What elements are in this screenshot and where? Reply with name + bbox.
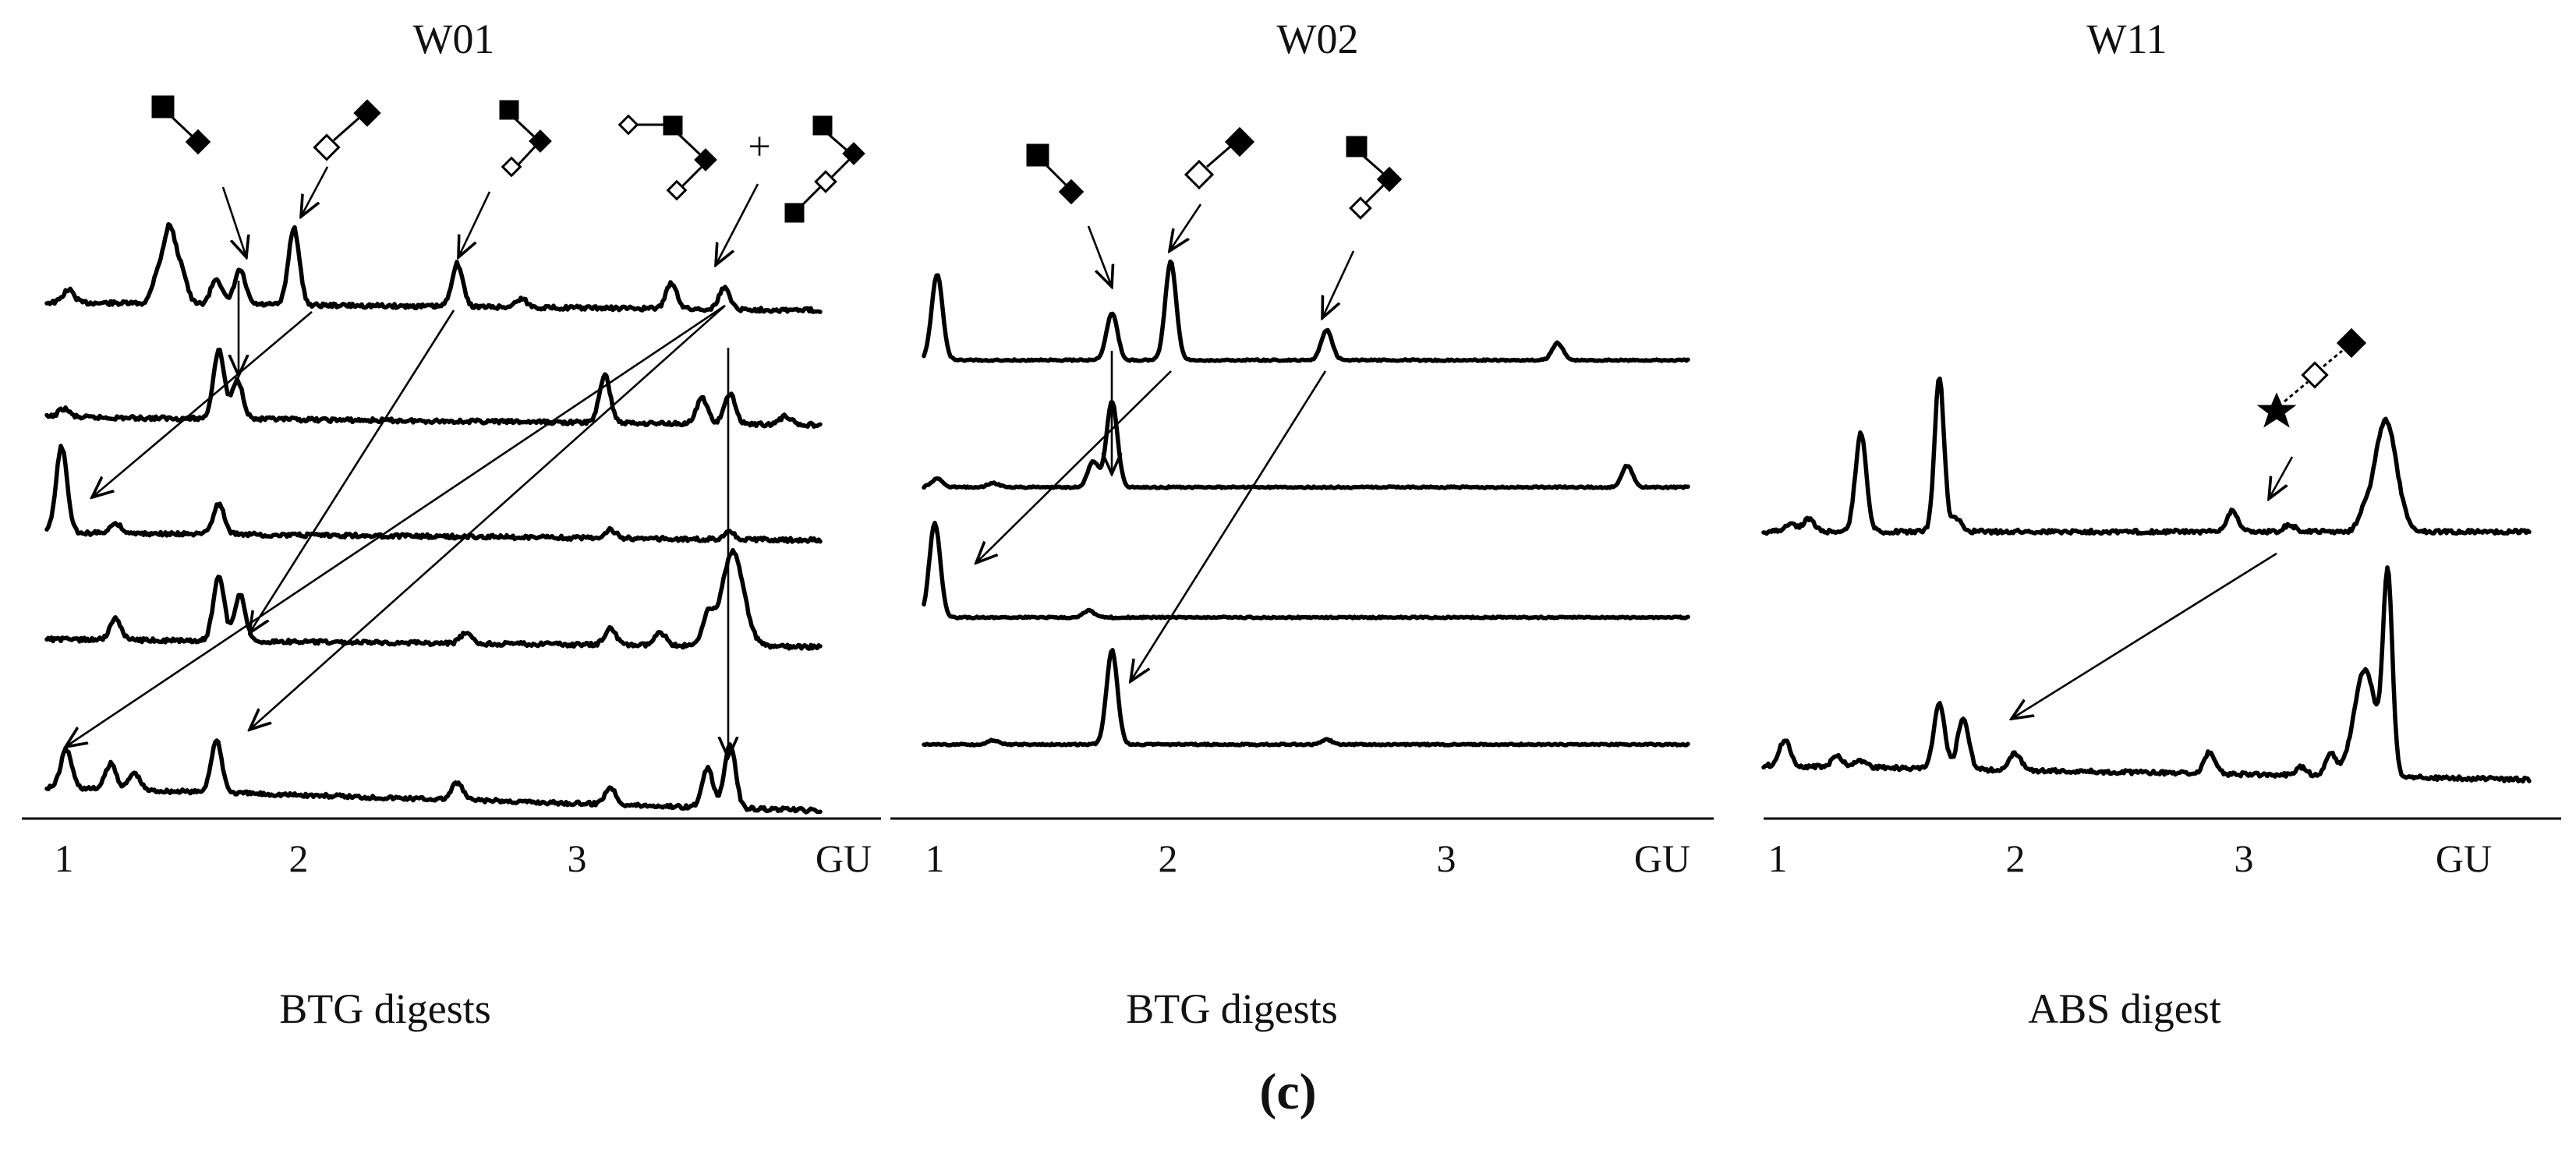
arrow-w02-2 bbox=[1169, 203, 1202, 251]
glycan-icon-w11-star-hex-hex bbox=[2256, 327, 2367, 428]
caption-w01: BTG digests bbox=[279, 985, 491, 1032]
trace-w02-1 bbox=[922, 259, 1690, 363]
unit-label-w11: GU bbox=[2436, 836, 2492, 880]
tick-label-w01-3: 3 bbox=[568, 836, 587, 880]
glycan-icon-hexnac-hex-hex bbox=[499, 100, 552, 178]
caption-w02: BTG digests bbox=[1126, 985, 1338, 1032]
unit-label-w02: GU bbox=[1634, 836, 1690, 880]
arrow-w01-4 bbox=[716, 183, 759, 265]
trace-w11-2 bbox=[1761, 565, 2532, 784]
trace-w01-2 bbox=[44, 347, 823, 430]
arrow-w02-6 bbox=[1131, 370, 1327, 681]
arrow-w01-6 bbox=[92, 311, 313, 497]
glycan-icon-w02-hexnac-hex-hex bbox=[1346, 136, 1403, 220]
panel-letter: (c) bbox=[1259, 1063, 1316, 1120]
plus-sign: + bbox=[748, 125, 770, 169]
arrow-w02-1 bbox=[1087, 225, 1112, 287]
tick-label-w01-2: 2 bbox=[289, 836, 309, 880]
traces-group bbox=[44, 221, 2532, 815]
panel-title-w01: W01 bbox=[413, 16, 495, 62]
arrow-w01-1 bbox=[221, 186, 246, 257]
glycan-icon-branched-b bbox=[784, 115, 865, 223]
arrow-w01-2 bbox=[301, 166, 329, 217]
trace-w11-1 bbox=[1761, 376, 2532, 536]
glycan-icon-w02-hexnac-hex bbox=[1026, 143, 1085, 205]
tick-label-w01-1: 1 bbox=[55, 836, 74, 880]
arrow-w11-2 bbox=[2012, 552, 2277, 719]
tick-label-w02-1: 1 bbox=[925, 836, 945, 880]
glycan-icons: + bbox=[151, 95, 2367, 428]
unit-label-w01: GU bbox=[816, 836, 872, 880]
arrow-w01-7 bbox=[249, 309, 455, 633]
arrow-w01-8 bbox=[65, 304, 726, 747]
glycan-icon-hexnac-hex bbox=[151, 95, 211, 155]
tick-label-w11-3: 3 bbox=[2235, 836, 2254, 880]
panel-title-w02: W02 bbox=[1277, 16, 1359, 62]
panel-title-w11: W11 bbox=[2087, 16, 2167, 62]
annotation-arrows bbox=[65, 166, 2294, 758]
glycan-icon-branched-a bbox=[617, 114, 717, 201]
trace-w01-5 bbox=[44, 738, 823, 815]
arrow-w01-3 bbox=[458, 191, 491, 257]
tick-label-w02-3: 3 bbox=[1437, 836, 1456, 880]
tick-label-w11-2: 2 bbox=[2006, 836, 2026, 880]
trace-w01-1 bbox=[44, 221, 823, 314]
trace-w02-2 bbox=[922, 400, 1690, 490]
glycan-icon-hex-hex bbox=[313, 99, 381, 161]
arrow-w02-3 bbox=[1322, 250, 1355, 318]
arrow-w02-5 bbox=[976, 370, 1172, 563]
trace-w01-4 bbox=[44, 547, 823, 651]
tick-label-w11-1: 1 bbox=[1768, 836, 1788, 880]
caption-w11: ABS digest bbox=[2028, 985, 2221, 1032]
trace-w01-3 bbox=[44, 444, 823, 544]
glycan-icon-w02-hex-hex bbox=[1184, 126, 1255, 190]
arrow-w11-1 bbox=[2269, 456, 2294, 499]
tick-label-w02-2: 2 bbox=[1159, 836, 1178, 880]
trace-w02-3 bbox=[922, 520, 1690, 621]
arrow-w01-9 bbox=[249, 305, 726, 730]
trace-w02-4 bbox=[922, 648, 1690, 748]
